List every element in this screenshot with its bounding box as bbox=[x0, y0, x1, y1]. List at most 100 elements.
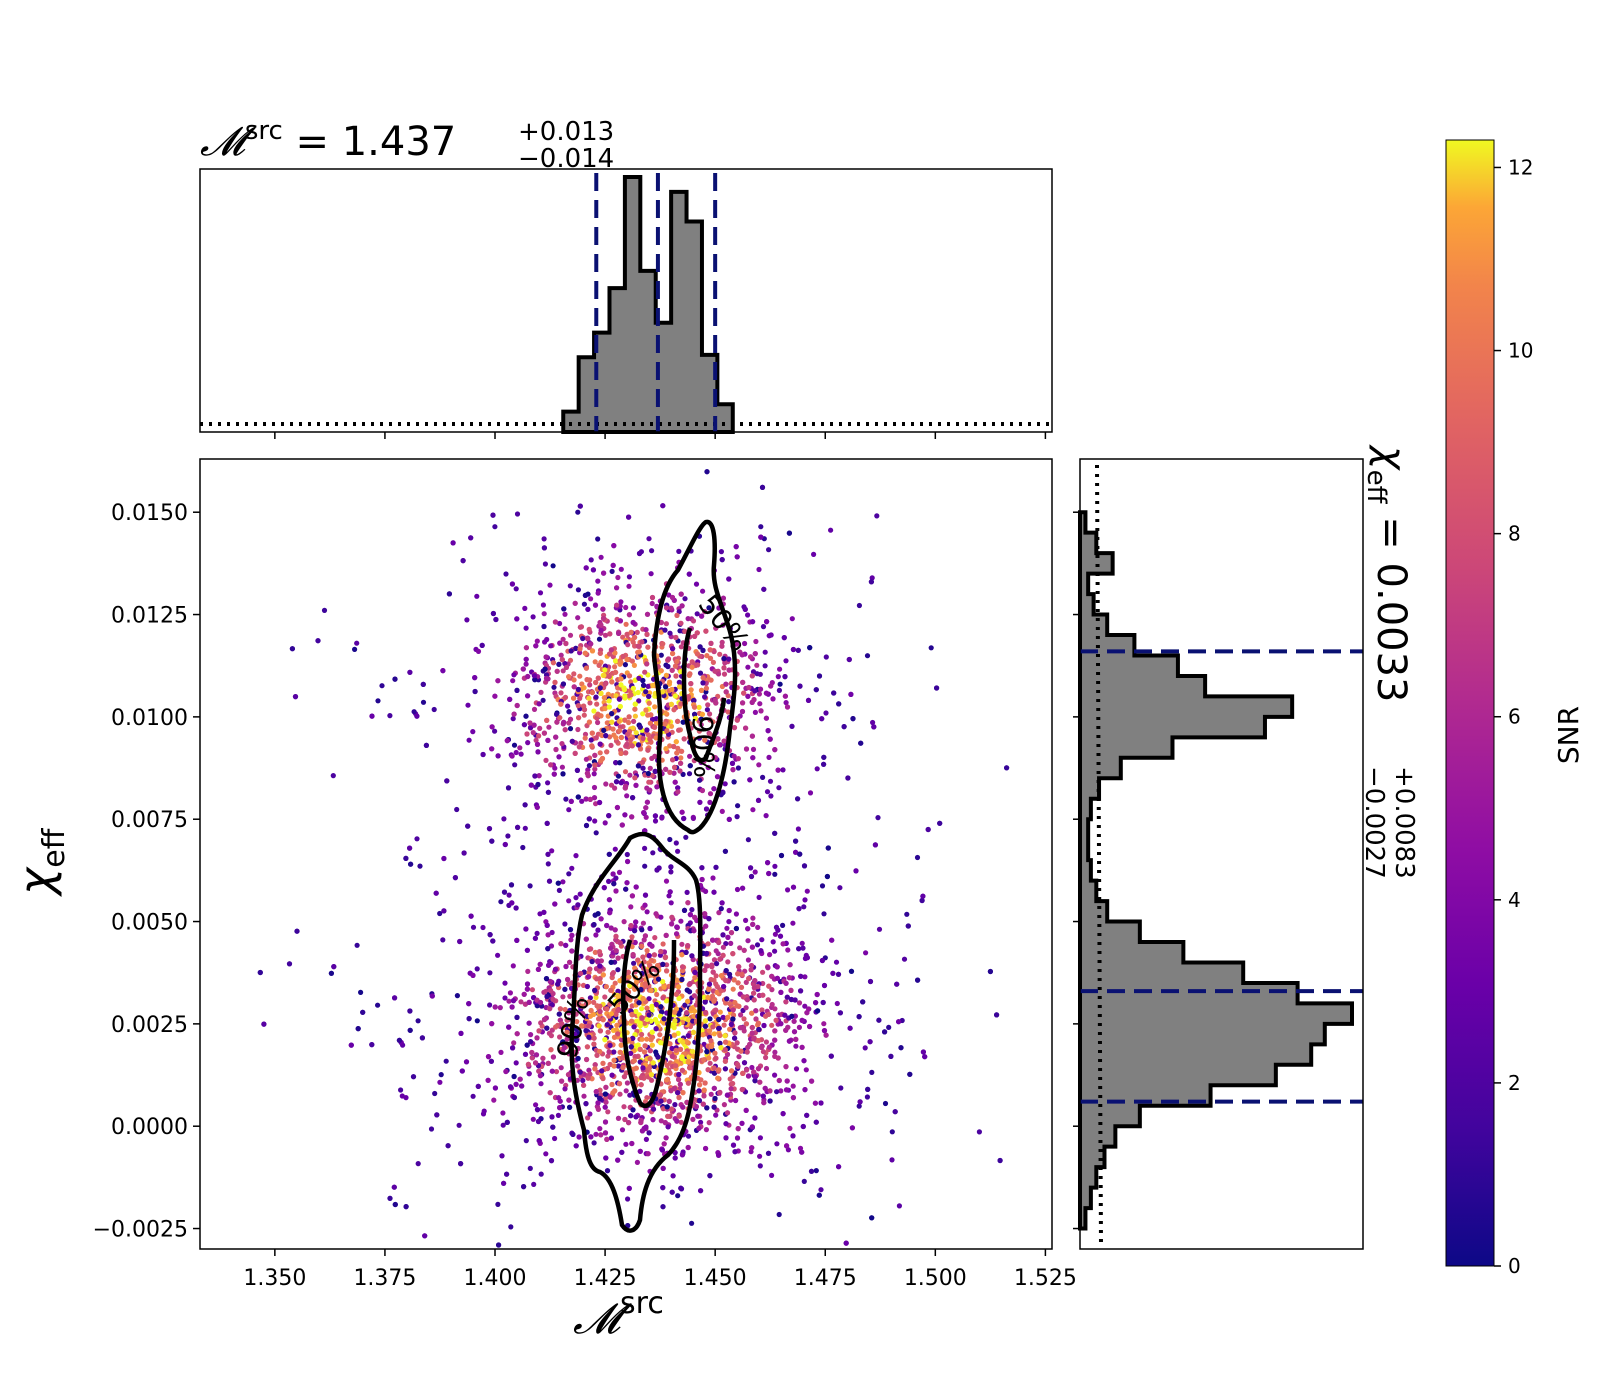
scatter-point bbox=[748, 1149, 754, 1155]
scatter-point bbox=[603, 984, 609, 990]
scatter-point bbox=[632, 634, 638, 641]
scatter-point bbox=[348, 1042, 354, 1048]
scatter-point bbox=[487, 932, 493, 938]
scatter-point bbox=[728, 1021, 735, 1027]
scatter-point bbox=[836, 1164, 842, 1170]
scatter-point bbox=[704, 1049, 710, 1055]
scatter-point bbox=[600, 1075, 606, 1082]
scatter-point bbox=[677, 1081, 683, 1087]
scatter-point bbox=[734, 1061, 741, 1068]
scatter-point bbox=[537, 911, 543, 917]
scatter-point bbox=[658, 1004, 664, 1010]
scatter-point bbox=[738, 984, 745, 990]
scatter-point bbox=[486, 826, 493, 832]
scatter-point bbox=[653, 735, 659, 741]
scatter-point bbox=[720, 944, 727, 950]
scatter-point bbox=[671, 770, 677, 776]
scatter-point bbox=[509, 1004, 515, 1010]
scatter-point bbox=[801, 1178, 807, 1184]
scatter-point bbox=[823, 1032, 829, 1038]
scatter-point bbox=[743, 1005, 749, 1011]
scatter-point bbox=[559, 764, 566, 770]
scatter-point bbox=[510, 678, 516, 684]
scatter-point bbox=[799, 940, 805, 946]
scatter-point bbox=[441, 908, 447, 914]
scatter-point bbox=[690, 1029, 697, 1035]
scatter-point bbox=[731, 977, 737, 983]
scatter-point bbox=[475, 1083, 481, 1089]
scatter-point bbox=[566, 871, 572, 877]
scatter-point bbox=[617, 940, 623, 946]
scatter-point bbox=[607, 1042, 613, 1048]
scatter-point bbox=[699, 613, 705, 619]
scatter-point bbox=[556, 661, 562, 667]
scatter-point bbox=[748, 963, 755, 969]
scatter-point bbox=[774, 964, 780, 970]
scatter-point bbox=[766, 547, 772, 553]
scatter-points bbox=[257, 469, 1010, 1248]
scatter-point bbox=[802, 1087, 808, 1093]
scatter-point bbox=[673, 739, 679, 745]
scatter-point bbox=[631, 960, 637, 966]
scatter-point bbox=[734, 1135, 741, 1141]
scatter-point bbox=[575, 1055, 581, 1062]
scatter-point bbox=[774, 1089, 780, 1095]
scatter-point bbox=[562, 694, 569, 701]
scatter-point bbox=[735, 971, 741, 977]
scatter-point bbox=[760, 1093, 766, 1099]
scatter-point bbox=[646, 1130, 652, 1136]
scatter-point bbox=[530, 614, 536, 620]
scatter-point bbox=[536, 1138, 542, 1144]
scatter-point bbox=[718, 1045, 724, 1051]
scatter-point bbox=[567, 959, 573, 965]
scatter-point bbox=[422, 1233, 428, 1239]
scatter-point bbox=[649, 548, 655, 554]
scatter-point bbox=[665, 1124, 671, 1130]
scatter-point bbox=[695, 1113, 701, 1119]
scatter-point bbox=[668, 723, 675, 729]
scatter-point bbox=[567, 927, 574, 933]
scatter-point bbox=[595, 578, 601, 584]
scatter-point bbox=[507, 990, 513, 996]
scatter-point bbox=[791, 1029, 798, 1035]
scatter-point bbox=[637, 1046, 643, 1052]
scatter-point bbox=[658, 619, 664, 626]
scatter-point bbox=[668, 869, 674, 875]
scatter-point bbox=[704, 1105, 710, 1111]
scatter-point bbox=[461, 850, 467, 856]
scatter-point bbox=[770, 939, 776, 945]
scatter-point bbox=[660, 1204, 666, 1210]
scatter-point bbox=[650, 850, 656, 856]
scatter-point bbox=[604, 1022, 610, 1028]
scatter-point bbox=[772, 747, 778, 753]
scatter-point bbox=[774, 975, 781, 981]
scatter-point bbox=[682, 596, 688, 602]
scatter-point bbox=[671, 1032, 678, 1038]
scatter-point bbox=[534, 930, 540, 937]
scatter-point bbox=[549, 848, 555, 854]
scatter-point bbox=[696, 704, 702, 711]
scatter-point bbox=[633, 919, 639, 925]
scatter-point bbox=[668, 864, 674, 870]
scatter-point bbox=[669, 1053, 675, 1059]
scatter-point bbox=[524, 981, 531, 987]
scatter-point bbox=[757, 1163, 763, 1169]
scatter-point bbox=[642, 845, 648, 852]
scatter-point bbox=[609, 971, 616, 977]
scatter-point bbox=[745, 926, 751, 932]
scatter-point bbox=[751, 990, 757, 996]
scatter-point bbox=[655, 963, 661, 969]
scatter-point bbox=[619, 1149, 625, 1155]
scatter-point bbox=[678, 591, 684, 597]
scatter-point bbox=[622, 812, 628, 818]
scatter-point bbox=[563, 796, 569, 802]
scatter-point bbox=[617, 1091, 623, 1097]
scatter-point bbox=[500, 1110, 506, 1116]
scatter-point bbox=[649, 1003, 655, 1010]
scatter-point bbox=[749, 944, 756, 950]
scatter-point bbox=[636, 1000, 642, 1006]
scatter-point bbox=[508, 882, 515, 888]
scatter-point bbox=[796, 946, 802, 952]
scatter-point bbox=[846, 656, 852, 663]
scatter-point bbox=[767, 1098, 773, 1104]
